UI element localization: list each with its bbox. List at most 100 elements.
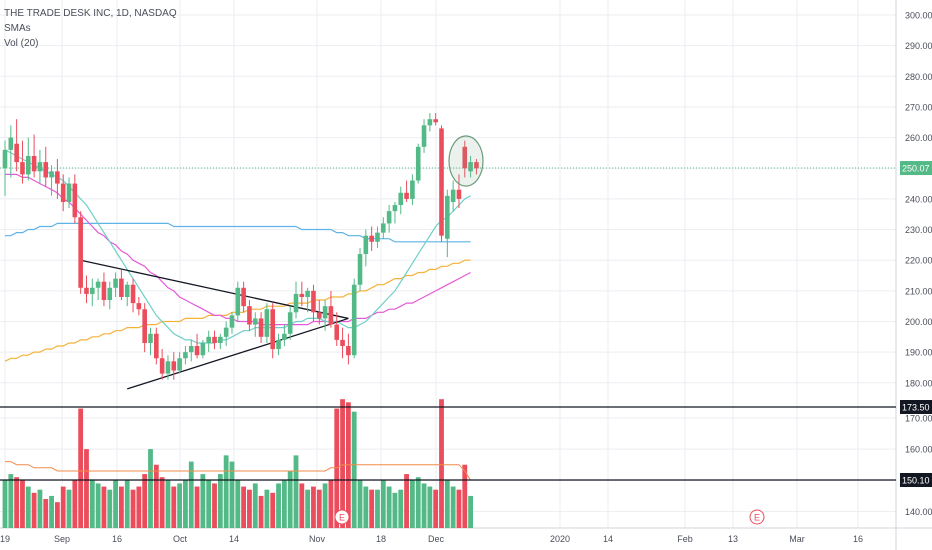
- volume-bar: [404, 474, 409, 528]
- volume-bar: [316, 489, 322, 528]
- volume-bar: [130, 489, 136, 528]
- volume-bar: [37, 489, 43, 528]
- price-tick-label: 220.00: [905, 256, 932, 266]
- volume-bar: [101, 486, 107, 528]
- time-tick-label: 13: [728, 534, 738, 544]
- volume-tick-label: 140.00: [905, 507, 932, 517]
- price-tick-label: 200.00: [905, 317, 932, 327]
- volume-bar: [293, 455, 299, 528]
- time-tick-label: 16: [112, 534, 122, 544]
- time-tick-label: Nov: [309, 534, 326, 544]
- volume-bar: [153, 464, 159, 528]
- candle-body: [287, 312, 293, 334]
- price-tick-label: 210.00: [905, 286, 932, 296]
- volume-bar: [386, 486, 392, 528]
- volume-bar: [212, 483, 217, 528]
- sma-legend-label: SMAs: [4, 23, 31, 34]
- candle-body: [2, 149, 8, 169]
- candle-body: [101, 281, 107, 301]
- price-tick-label: 290.00: [905, 41, 932, 51]
- price-tick-label: 260.00: [905, 133, 932, 143]
- sma20-line: [4, 149, 471, 344]
- volume-bar: [200, 474, 206, 528]
- volume-bar: [124, 480, 130, 528]
- candle-body: [410, 180, 415, 199]
- candle-body: [247, 306, 252, 325]
- volume-bar: [287, 470, 293, 528]
- earnings-marker: [334, 509, 350, 525]
- volume-bar: [72, 480, 78, 528]
- time-tick-label: 14: [229, 534, 239, 544]
- time-tick-label: Dec: [428, 534, 445, 544]
- candle-body: [25, 155, 31, 175]
- time-tick-label: 14: [603, 534, 613, 544]
- candle-body: [183, 352, 188, 359]
- volume-bar: [450, 486, 456, 528]
- candle-body: [305, 290, 310, 297]
- candle-body: [439, 128, 444, 236]
- price-tick-label: 190.00: [905, 348, 932, 358]
- volume-bar: [78, 408, 84, 528]
- volume-bar: [31, 492, 37, 528]
- candle-body: [241, 287, 246, 307]
- candle-body: [474, 162, 479, 169]
- price-tick-label: 280.00: [905, 72, 932, 82]
- price-tick-label: 230.00: [905, 225, 932, 235]
- candle-body: [381, 223, 386, 233]
- candle-body: [154, 333, 159, 359]
- level-label-lower: 150.10: [902, 476, 930, 486]
- price-tick-label: 240.00: [905, 194, 932, 204]
- volume-bar: [311, 486, 316, 528]
- volume-bar: [20, 480, 25, 528]
- candle-body: [299, 293, 305, 297]
- candle-body: [212, 336, 217, 343]
- volume-bar: [229, 461, 235, 528]
- volume-bar: [49, 495, 54, 528]
- volume-bar: [264, 489, 270, 528]
- highlight-circle: [448, 135, 484, 187]
- candle-body: [282, 333, 287, 340]
- candle-body: [43, 162, 49, 178]
- volume-bar: [351, 411, 357, 528]
- volume-bar: [107, 489, 113, 528]
- time-tick-label: Sep: [54, 534, 70, 544]
- time-tick-label: 18: [376, 534, 386, 544]
- volume-bar: [148, 449, 153, 528]
- candle-body: [20, 162, 25, 175]
- candle-body: [316, 312, 322, 319]
- candle-body: [346, 346, 351, 356]
- volume-bar: [113, 480, 118, 528]
- time-tick-label: Mar: [789, 534, 805, 544]
- candle-body: [142, 309, 147, 343]
- volume-tick-label: 160.00: [905, 445, 932, 455]
- candle-body: [252, 318, 258, 325]
- price-tick-label: 270.00: [905, 102, 932, 112]
- candle-body: [113, 278, 118, 288]
- candle-body: [72, 183, 78, 218]
- volume-bar: [159, 477, 165, 528]
- price-tick-label: 300.00: [905, 11, 932, 21]
- candle-body: [258, 318, 264, 337]
- volume-bar: [43, 499, 49, 528]
- earnings-marker: [749, 509, 765, 525]
- sma100-line: [5, 222, 471, 243]
- earnings-marker-label: E: [754, 513, 760, 523]
- candle-body: [363, 235, 369, 255]
- candle-body: [415, 146, 421, 181]
- volume-bar: [340, 399, 345, 528]
- candle-body: [90, 287, 95, 294]
- volume-legend-label: Vol (20): [4, 38, 39, 49]
- candle-body: [177, 358, 182, 371]
- volume-bar: [54, 502, 60, 528]
- candle-body: [194, 346, 200, 356]
- candle-body: [293, 293, 299, 313]
- last-price-label: 250.07: [902, 164, 930, 174]
- volume-ma-line: [5, 461, 472, 481]
- volume-bar: [276, 483, 281, 528]
- candle-body: [369, 235, 374, 242]
- volume-bar: [235, 480, 241, 528]
- volume-bar: [14, 477, 20, 528]
- candle-body: [119, 278, 124, 297]
- candle-body: [433, 119, 438, 123]
